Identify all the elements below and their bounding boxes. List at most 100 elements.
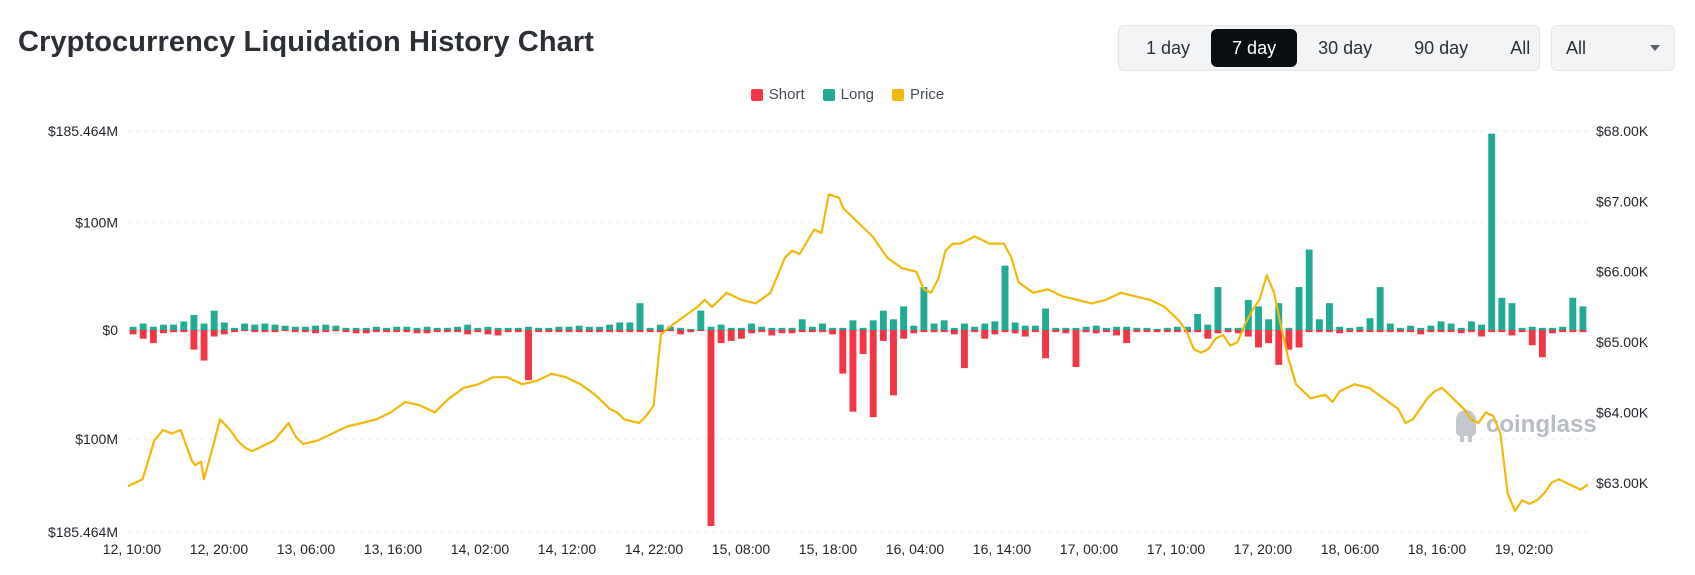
short-bar bbox=[585, 330, 593, 333]
short-bar bbox=[291, 330, 299, 333]
short-bar bbox=[1315, 330, 1323, 333]
coin-select-value: All bbox=[1566, 37, 1587, 58]
x-axis-tick-label: 16, 04:00 bbox=[886, 541, 945, 557]
short-bar bbox=[1376, 330, 1384, 333]
long-bar bbox=[1173, 326, 1181, 330]
long-bar bbox=[758, 326, 766, 330]
short-bar bbox=[261, 330, 269, 333]
long-bar bbox=[940, 320, 948, 330]
long-bar bbox=[879, 310, 887, 330]
legend-item-short[interactable]: Short bbox=[750, 86, 805, 103]
coin-select[interactable]: All bbox=[1551, 25, 1675, 71]
range-all-button[interactable]: All bbox=[1510, 37, 1531, 58]
short-bar bbox=[920, 330, 928, 333]
short-bar bbox=[656, 330, 664, 333]
short-bar bbox=[910, 330, 918, 334]
short-bar bbox=[1295, 330, 1303, 348]
long-bar bbox=[1062, 327, 1070, 330]
left-axis-tick-label: $185.464M bbox=[48, 123, 118, 139]
range-90-day-button[interactable]: 90 day bbox=[1414, 37, 1469, 58]
short-bar bbox=[160, 330, 167, 334]
long-bar bbox=[1386, 323, 1394, 330]
long-bar bbox=[322, 324, 330, 330]
x-axis-tick-label: 19, 02:00 bbox=[1495, 541, 1554, 557]
short-bar bbox=[1092, 330, 1100, 334]
long-bar bbox=[616, 322, 624, 330]
right-axis-tick-label: $68.00K bbox=[1596, 123, 1649, 139]
x-axis-tick-label: 16, 14:00 bbox=[973, 541, 1032, 557]
short-bar bbox=[687, 330, 695, 333]
short-bar bbox=[1133, 330, 1141, 333]
x-axis-tick-label: 14, 02:00 bbox=[451, 541, 510, 557]
legend-label-long: Long bbox=[840, 86, 875, 103]
short-bar bbox=[1488, 330, 1496, 333]
legend-swatch-price bbox=[892, 88, 905, 101]
short-bar bbox=[707, 330, 715, 527]
short-bar bbox=[1326, 330, 1333, 333]
long-bar bbox=[575, 325, 583, 330]
long-bar bbox=[1498, 297, 1506, 330]
legend-item-price[interactable]: Price bbox=[892, 86, 944, 103]
short-bar bbox=[1102, 330, 1110, 333]
short-bar bbox=[443, 330, 451, 333]
right-axis-tick-label: $67.00K bbox=[1596, 193, 1649, 209]
short-bar bbox=[1478, 330, 1485, 337]
range-1-day-button[interactable]: 1 day bbox=[1146, 37, 1191, 58]
short-bar bbox=[1579, 330, 1587, 333]
short-bar bbox=[1518, 330, 1526, 333]
long-bar bbox=[1255, 306, 1262, 330]
short-bar bbox=[1417, 330, 1425, 335]
long-bar bbox=[1478, 324, 1485, 330]
long-bar bbox=[1549, 327, 1556, 330]
range-7-day-button[interactable]: 7 day bbox=[1211, 29, 1298, 67]
long-bar bbox=[1376, 287, 1384, 330]
short-bar bbox=[383, 330, 390, 333]
long-bar bbox=[839, 327, 847, 330]
long-bar bbox=[1457, 327, 1465, 330]
long-bar bbox=[261, 323, 269, 330]
short-bar bbox=[859, 330, 867, 354]
long-bar bbox=[687, 328, 695, 330]
long-bar bbox=[737, 327, 745, 330]
legend-item-long[interactable]: Long bbox=[822, 86, 875, 103]
long-bar bbox=[504, 327, 512, 330]
long-bar bbox=[393, 326, 401, 330]
x-axis-tick-label: 13, 16:00 bbox=[364, 541, 423, 557]
long-bar bbox=[149, 326, 157, 330]
short-bar bbox=[1062, 330, 1070, 334]
short-bar bbox=[890, 330, 897, 396]
right-axis: $68.00K $67.00K $66.00K $65.00K $64.00K $63.0… bbox=[1596, 123, 1649, 491]
right-axis-tick-label: $63.00K bbox=[1596, 475, 1649, 491]
short-bar bbox=[1021, 330, 1029, 337]
short-bar bbox=[798, 330, 806, 333]
short-bar bbox=[1366, 330, 1374, 333]
long-bar bbox=[646, 327, 654, 330]
short-bar bbox=[616, 330, 624, 333]
x-axis-tick-label: 15, 08:00 bbox=[712, 541, 771, 557]
long-bar bbox=[1467, 321, 1475, 330]
short-bar bbox=[1052, 330, 1060, 333]
x-axis-tick-label: 18, 16:00 bbox=[1408, 541, 1467, 557]
long-bar bbox=[930, 323, 938, 330]
short-bar bbox=[879, 330, 887, 341]
short-bar bbox=[1457, 330, 1465, 334]
short-bar bbox=[555, 330, 563, 333]
short-bar bbox=[1407, 330, 1415, 333]
legend-swatch-short bbox=[750, 88, 763, 101]
short-bar bbox=[565, 330, 573, 333]
long-bar bbox=[1092, 325, 1100, 330]
long-bar bbox=[636, 303, 644, 330]
long-bar bbox=[1042, 308, 1050, 330]
short-bar bbox=[241, 330, 249, 332]
short-bar bbox=[1356, 330, 1364, 333]
long-bar bbox=[1184, 326, 1191, 330]
short-bar bbox=[1305, 330, 1313, 333]
range-30-day-button[interactable]: 30 day bbox=[1318, 37, 1373, 58]
short-bar bbox=[220, 330, 228, 335]
long-bar bbox=[1153, 328, 1161, 330]
long-bar bbox=[494, 327, 502, 330]
long-bar bbox=[301, 326, 309, 330]
long-bar bbox=[1356, 326, 1364, 330]
short-bar bbox=[372, 330, 380, 333]
long-bar bbox=[1123, 326, 1131, 330]
